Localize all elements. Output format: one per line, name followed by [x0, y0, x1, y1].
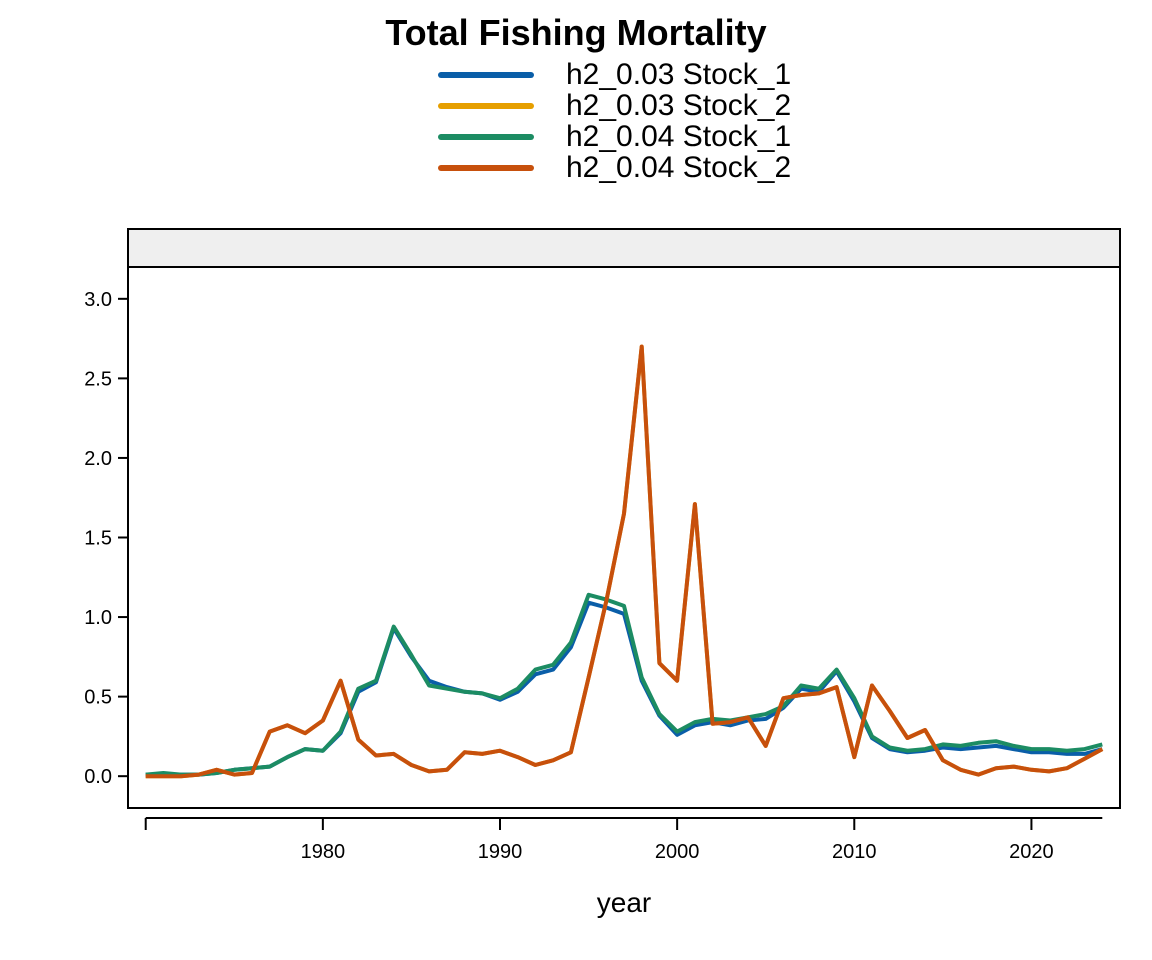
legend-label: h2_0.03 Stock_1 — [566, 58, 792, 91]
chart-title: Total Fishing Mortality — [385, 12, 767, 53]
legend-swatch — [438, 103, 534, 109]
legend-label: h2_0.04 Stock_2 — [566, 151, 792, 184]
series-line-4 — [145, 344, 1104, 779]
legend-swatch — [438, 134, 534, 140]
x-tick-label: 2020 — [1009, 841, 1054, 863]
x-tick-label: 1990 — [478, 841, 523, 863]
y-tick-label: 0.0 — [84, 766, 112, 788]
legend-swatch — [438, 72, 534, 78]
legend-label: h2_0.03 Stock_2 — [566, 89, 792, 122]
series-line-1 — [145, 600, 1103, 777]
legend-item: h2_0.04 Stock_2 — [438, 151, 792, 184]
y-axis: 0.0 0.5 1.0 1.5 2.0 2.5 3.0 — [84, 289, 128, 788]
y-tick-label: 1.5 — [84, 528, 112, 550]
y-tick-label: 2.5 — [84, 368, 112, 390]
series-lines — [145, 344, 1104, 779]
strip-panel — [127, 228, 1121, 268]
legend-label: h2_0.04 Stock_1 — [566, 120, 792, 153]
legend-item: h2_0.03 Stock_2 — [438, 89, 792, 122]
legend-item: h2_0.03 Stock_1 — [438, 58, 792, 91]
x-axis-title: year — [597, 887, 651, 918]
x-tick-label: 2000 — [655, 841, 700, 863]
series-line-2 — [145, 344, 1104, 779]
series-line-3 — [145, 592, 1103, 777]
legend-swatch — [438, 165, 534, 171]
plot-frame — [127, 266, 1121, 809]
x-tick-label: 1980 — [301, 841, 346, 863]
y-tick-label: 3.0 — [84, 289, 112, 311]
legend-item: h2_0.04 Stock_1 — [438, 120, 792, 153]
y-tick-label: 0.5 — [84, 687, 112, 709]
y-tick-label: 1.0 — [84, 607, 112, 629]
x-axis: 1980 1990 2000 2010 2020 — [144, 817, 1103, 863]
y-tick-label: 2.0 — [84, 448, 112, 470]
x-tick-label: 2010 — [832, 841, 877, 863]
